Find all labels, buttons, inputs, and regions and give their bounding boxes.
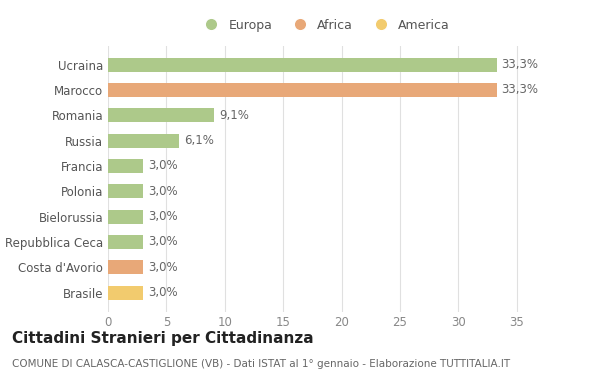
Text: Cittadini Stranieri per Cittadinanza: Cittadini Stranieri per Cittadinanza <box>12 331 314 345</box>
Text: 3,0%: 3,0% <box>148 185 178 198</box>
Legend: Europa, Africa, America: Europa, Africa, America <box>196 16 452 34</box>
Bar <box>108 58 497 71</box>
Text: 3,0%: 3,0% <box>148 286 178 299</box>
Text: 33,3%: 33,3% <box>502 84 538 97</box>
Bar <box>108 210 143 223</box>
Bar <box>108 184 143 198</box>
Text: COMUNE DI CALASCA-CASTIGLIONE (VB) - Dati ISTAT al 1° gennaio - Elaborazione TUT: COMUNE DI CALASCA-CASTIGLIONE (VB) - Dat… <box>12 359 510 369</box>
Bar <box>108 286 143 299</box>
Text: 9,1%: 9,1% <box>219 109 249 122</box>
Text: 33,3%: 33,3% <box>502 58 538 71</box>
Bar <box>108 260 143 274</box>
Text: 6,1%: 6,1% <box>184 134 214 147</box>
Text: 3,0%: 3,0% <box>148 261 178 274</box>
Bar <box>108 134 179 147</box>
Bar <box>108 108 214 122</box>
Bar <box>108 235 143 249</box>
Bar <box>108 83 497 97</box>
Text: 3,0%: 3,0% <box>148 160 178 173</box>
Text: 3,0%: 3,0% <box>148 235 178 249</box>
Text: 3,0%: 3,0% <box>148 210 178 223</box>
Bar <box>108 159 143 173</box>
